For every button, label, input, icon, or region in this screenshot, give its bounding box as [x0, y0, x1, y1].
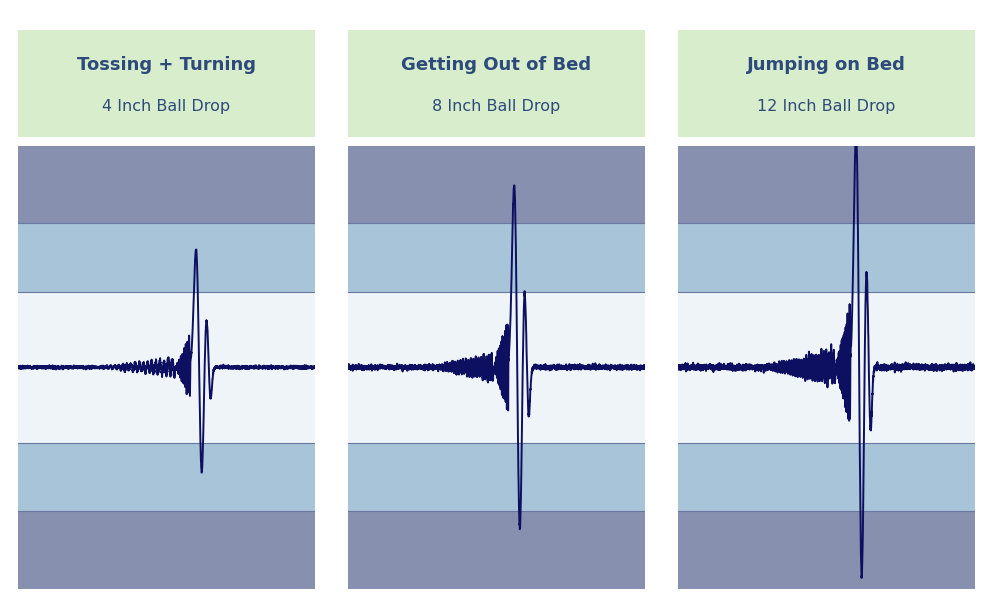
Bar	[678, 511, 975, 589]
Bar	[348, 443, 645, 511]
Text: Getting Out of Bed: Getting Out of Bed	[401, 56, 592, 75]
Text: 4 Inch Ball Drop: 4 Inch Ball Drop	[102, 100, 231, 114]
FancyBboxPatch shape	[9, 27, 324, 140]
Bar	[18, 146, 315, 223]
FancyBboxPatch shape	[339, 27, 654, 140]
Text: Jumping on Bed: Jumping on Bed	[747, 56, 906, 75]
Bar	[348, 292, 645, 443]
Text: Tossing + Turning: Tossing + Turning	[77, 56, 256, 75]
Bar	[348, 223, 645, 292]
Bar	[18, 223, 315, 292]
Bar	[18, 292, 315, 443]
Text: 12 Inch Ball Drop: 12 Inch Ball Drop	[757, 100, 896, 114]
Bar	[348, 511, 645, 589]
Bar	[678, 223, 975, 292]
FancyBboxPatch shape	[669, 27, 984, 140]
Bar	[18, 511, 315, 589]
Text: 8 Inch Ball Drop: 8 Inch Ball Drop	[432, 100, 561, 114]
Bar	[678, 443, 975, 511]
Bar	[678, 292, 975, 443]
Bar	[18, 443, 315, 511]
Bar	[348, 146, 645, 223]
Bar	[678, 146, 975, 223]
